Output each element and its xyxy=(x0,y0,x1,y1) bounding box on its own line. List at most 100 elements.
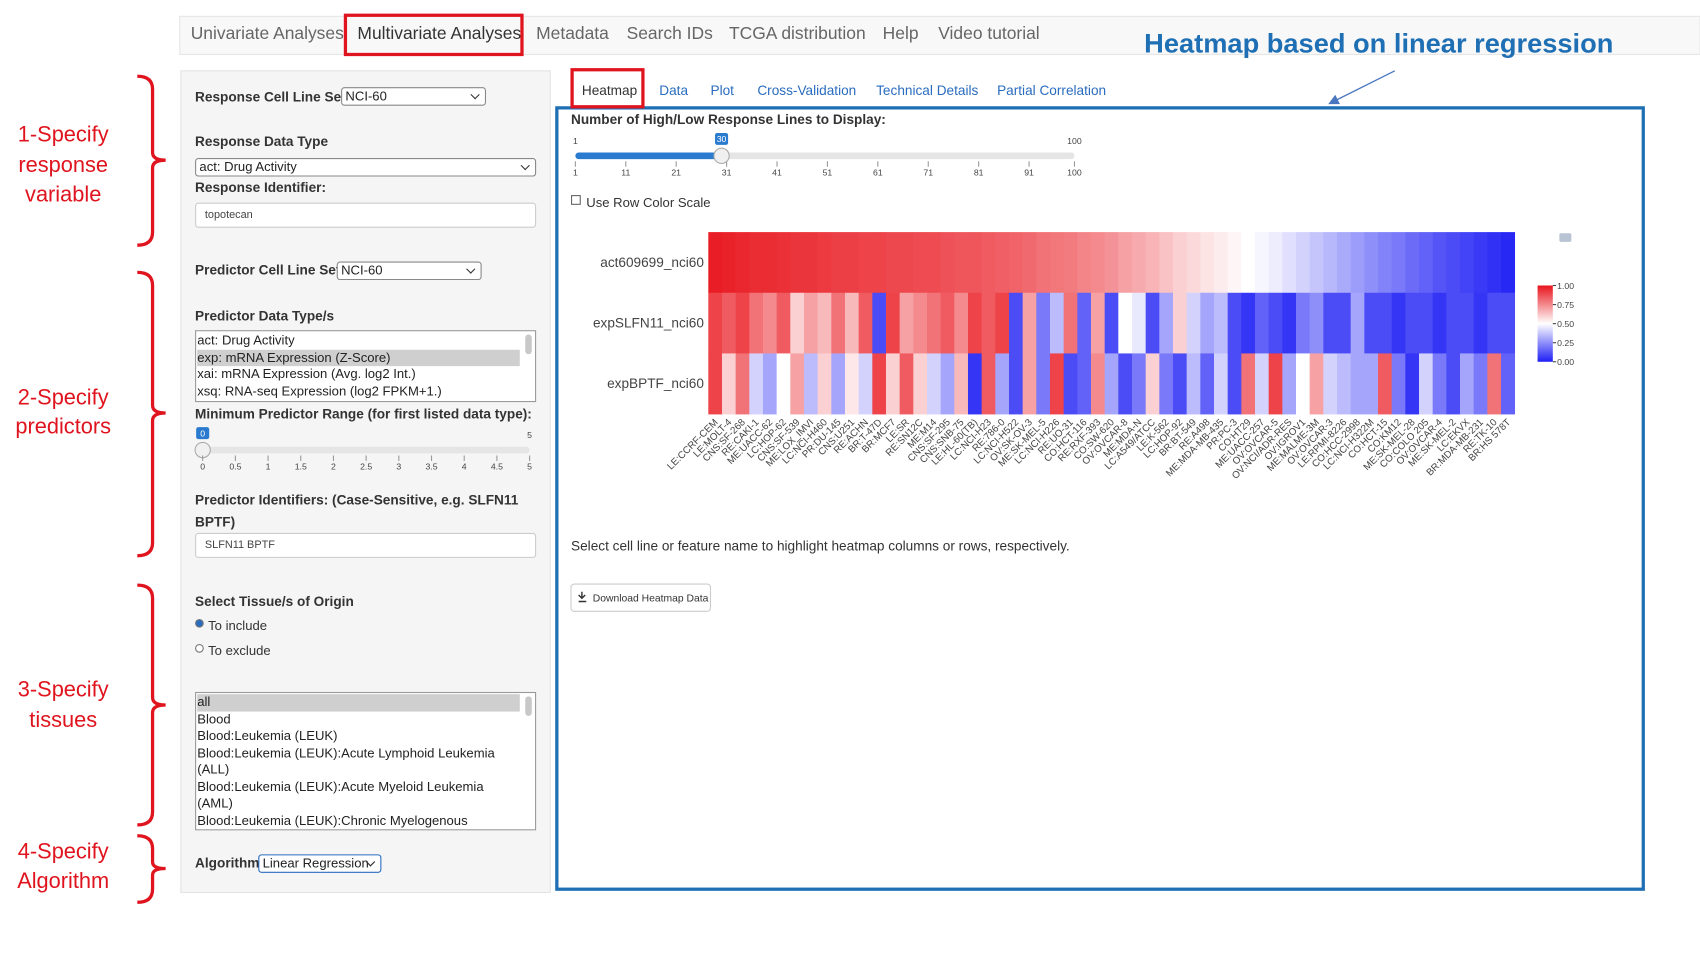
heatmap-cell[interactable] xyxy=(1241,292,1256,354)
heatmap-cell[interactable] xyxy=(1419,292,1434,354)
heatmap-cell[interactable] xyxy=(1172,292,1187,354)
heatmap-cell[interactable] xyxy=(1350,232,1365,294)
heatmap-cell[interactable] xyxy=(708,353,723,415)
heatmap-cell[interactable] xyxy=(721,292,736,354)
heatmap-cell[interactable] xyxy=(981,353,996,415)
heatmap-cell[interactable] xyxy=(1255,292,1269,354)
download-button[interactable] xyxy=(570,583,712,612)
heatmap-cell[interactable] xyxy=(1077,232,1092,294)
heatmap-cell[interactable] xyxy=(981,232,996,294)
heatmap-cell[interactable] xyxy=(1104,232,1119,294)
heatmap-cell[interactable] xyxy=(1118,292,1133,354)
heatmap-cell[interactable] xyxy=(762,353,777,415)
heatmap-cell[interactable] xyxy=(1364,292,1379,354)
heatmap-cell[interactable] xyxy=(858,353,873,415)
nav-tab[interactable]: Help xyxy=(882,25,919,44)
list-option[interactable]: Blood:Leukemia (LEUK):Chronic Myelogenou… xyxy=(197,812,468,829)
heatmap-cell[interactable] xyxy=(1364,232,1379,294)
select[interactable]: NCI-60 xyxy=(341,87,487,106)
heatmap-cell[interactable] xyxy=(1446,292,1461,354)
heatmap-cell[interactable] xyxy=(885,353,900,415)
heatmap-cell[interactable] xyxy=(1296,353,1310,415)
heatmap-cell[interactable] xyxy=(817,292,832,354)
heatmap-cell[interactable] xyxy=(762,232,777,294)
heatmap-cell[interactable] xyxy=(803,232,818,294)
heatmap-cell[interactable] xyxy=(1049,292,1064,354)
heatmap-cell[interactable] xyxy=(1350,353,1365,415)
checkbox-row[interactable]: Use Row Color Scale xyxy=(571,195,711,210)
heatmap-cell[interactable] xyxy=(940,292,955,354)
heatmap-cell[interactable] xyxy=(1405,292,1420,354)
heatmap-cell[interactable] xyxy=(1200,353,1215,415)
heatmap-cell[interactable] xyxy=(954,232,969,294)
heatmap-cell[interactable] xyxy=(776,353,791,415)
heatmap-cell[interactable] xyxy=(1077,353,1092,415)
heatmap-cell[interactable] xyxy=(1460,353,1475,415)
camera-icon[interactable] xyxy=(1559,233,1572,242)
heatmap-cell[interactable] xyxy=(1337,353,1352,415)
heatmap-cell[interactable] xyxy=(1446,232,1461,294)
heatmap-cell[interactable] xyxy=(1501,232,1516,294)
heatmap-cell[interactable] xyxy=(790,292,805,354)
heatmap-cell[interactable] xyxy=(1309,232,1324,294)
heatmap-cell[interactable] xyxy=(1063,353,1078,415)
heatmap-cell[interactable] xyxy=(1159,353,1174,415)
heatmap-cell[interactable] xyxy=(1487,292,1502,354)
row-label[interactable]: expSLFN11_nci60 xyxy=(593,315,704,330)
heatmap-cell[interactable] xyxy=(1200,232,1215,294)
heatmap-cell[interactable] xyxy=(1405,353,1420,415)
heatmap-cell[interactable] xyxy=(1323,292,1338,354)
nav-tab[interactable]: Search IDs xyxy=(626,25,713,44)
heatmap-cell[interactable] xyxy=(1501,353,1516,415)
heatmap-cell[interactable] xyxy=(1186,232,1201,294)
heatmap-cell[interactable] xyxy=(831,292,846,354)
select[interactable]: NCI-60 xyxy=(336,261,482,281)
heatmap-cell[interactable] xyxy=(926,292,941,354)
heatmap-cell[interactable] xyxy=(1008,232,1023,294)
heatmap-cell[interactable] xyxy=(1049,232,1064,294)
heatmap-cell[interactable] xyxy=(1022,353,1037,415)
heatmap-cell[interactable] xyxy=(803,292,818,354)
row-label[interactable]: expBPTF_nci60 xyxy=(607,376,704,391)
heatmap-cell[interactable] xyxy=(817,353,832,415)
heatmap-cell[interactable] xyxy=(967,353,982,415)
heatmap-cell[interactable] xyxy=(1296,232,1310,294)
sub-tab[interactable]: Heatmap xyxy=(581,82,638,99)
heatmap-cell[interactable] xyxy=(1364,353,1379,415)
heatmap-cell[interactable] xyxy=(1501,292,1516,354)
list-option[interactable]: act: Drug Activity xyxy=(197,332,295,348)
slider-handle[interactable] xyxy=(713,147,730,164)
heatmap-cell[interactable] xyxy=(858,292,873,354)
heatmap-cell[interactable] xyxy=(1282,232,1297,294)
radio[interactable] xyxy=(195,618,204,628)
row-label[interactable]: act609699_nci60 xyxy=(600,255,704,270)
heatmap-cell[interactable] xyxy=(1159,232,1174,294)
heatmap-cell[interactable] xyxy=(1118,353,1133,415)
heatmap-cell[interactable] xyxy=(1446,353,1461,415)
heatmap-cell[interactable] xyxy=(1145,232,1160,294)
heatmap-cell[interactable] xyxy=(1255,232,1269,294)
heatmap-cell[interactable] xyxy=(708,292,723,354)
heatmap-cell[interactable] xyxy=(1255,353,1269,415)
heatmap-cell[interactable] xyxy=(899,292,914,354)
heatmap-cell[interactable] xyxy=(762,292,777,354)
heatmap-cell[interactable] xyxy=(913,232,928,294)
heatmap-cell[interactable] xyxy=(749,292,764,354)
heatmap-cell[interactable] xyxy=(1309,292,1324,354)
heatmap-cell[interactable] xyxy=(776,232,791,294)
select[interactable]: Linear Regression xyxy=(258,854,382,873)
heatmap-cell[interactable] xyxy=(844,292,859,354)
heatmap-cell[interactable] xyxy=(1036,353,1051,415)
heatmap-cell[interactable] xyxy=(1104,353,1119,415)
sub-tab[interactable]: Partial Correlation xyxy=(997,82,1107,99)
heatmap-cell[interactable] xyxy=(1432,232,1447,294)
sub-tab[interactable]: Technical Details xyxy=(876,82,979,99)
heatmap-cell[interactable] xyxy=(1391,353,1406,415)
heatmap-cell[interactable] xyxy=(1473,232,1488,294)
heatmap-cell[interactable] xyxy=(749,232,764,294)
heatmap-cell[interactable] xyxy=(1487,232,1502,294)
heatmap-cell[interactable] xyxy=(1378,353,1393,415)
heatmap-cell[interactable] xyxy=(1460,232,1475,294)
heatmap-cell[interactable] xyxy=(967,232,982,294)
heatmap-cell[interactable] xyxy=(1241,353,1256,415)
